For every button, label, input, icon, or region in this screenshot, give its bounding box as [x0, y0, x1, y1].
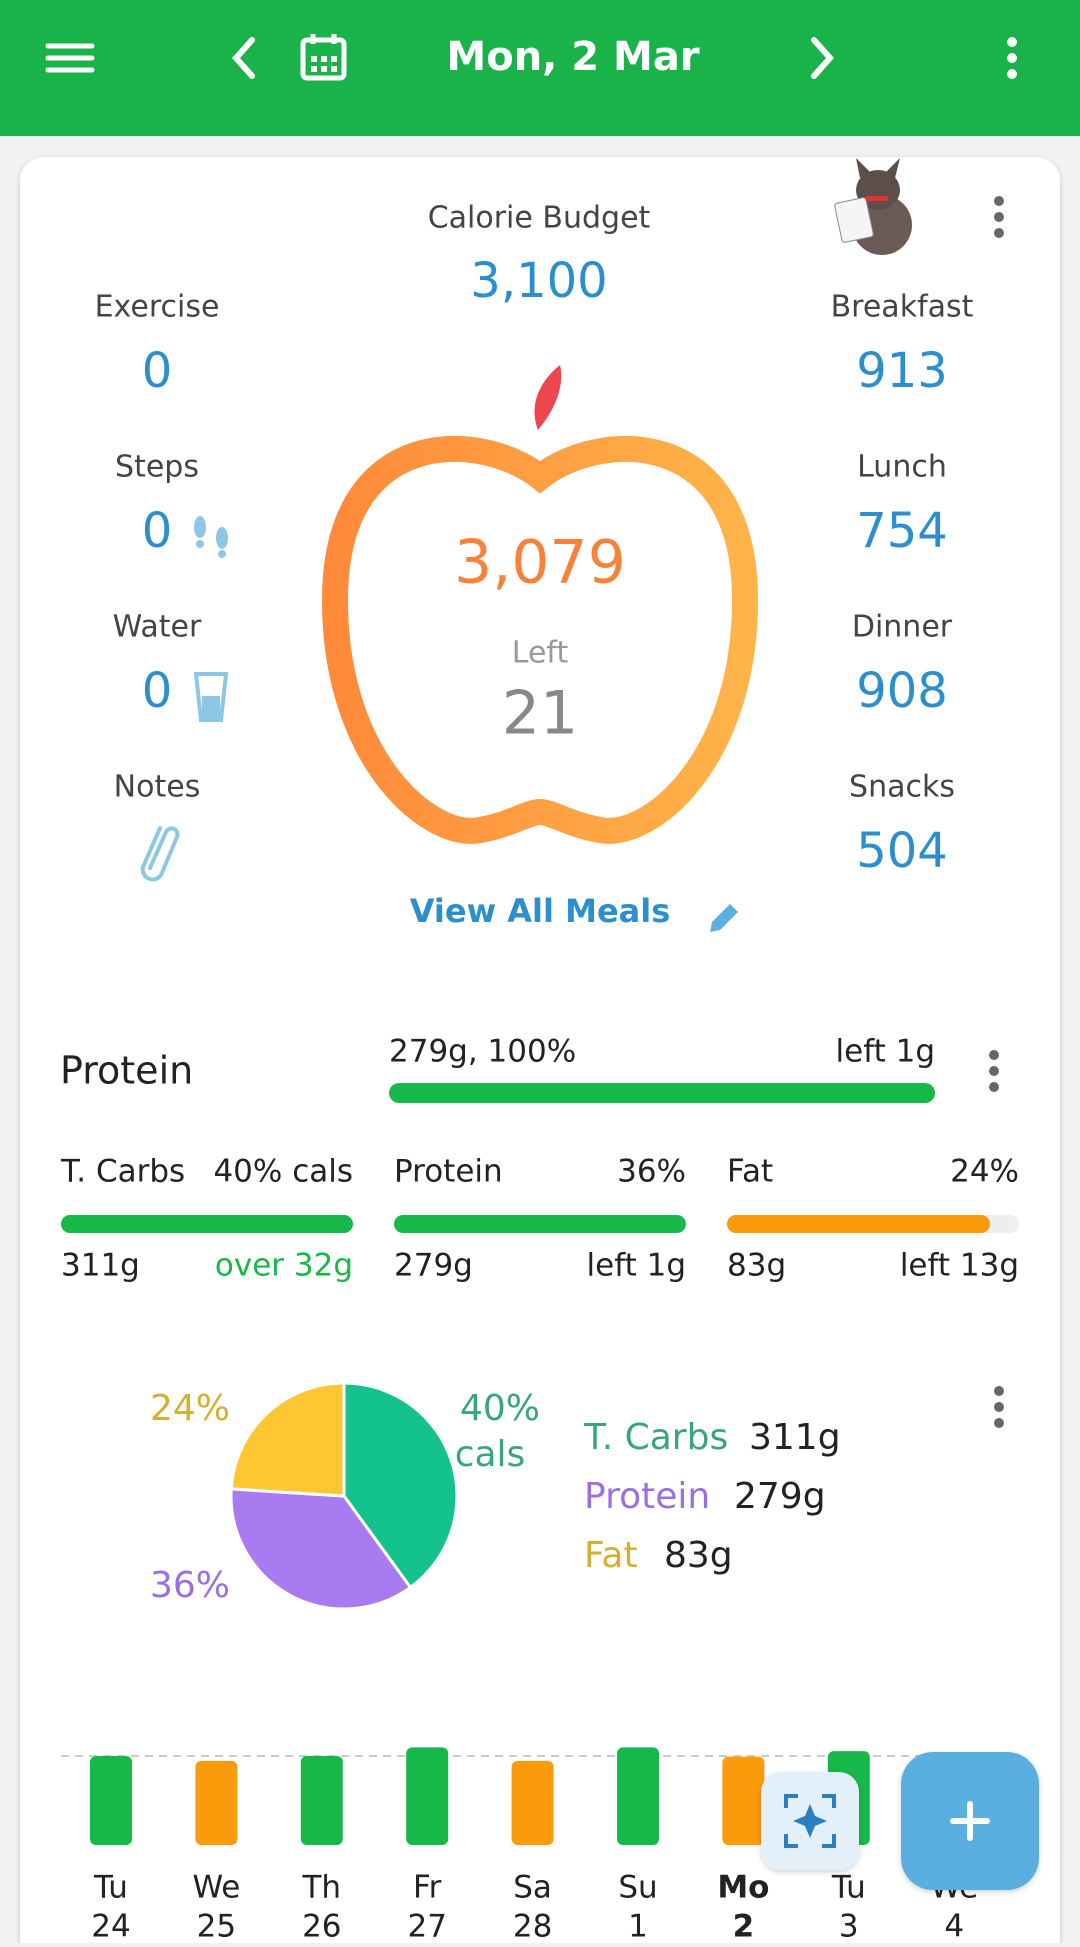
- left-label: Left: [512, 636, 569, 671]
- day-label[interactable]: Mo: [717, 1870, 769, 1906]
- fat-bar: [727, 1215, 990, 1233]
- card-menu[interactable]: [994, 196, 1004, 238]
- pie-menu[interactable]: [994, 1386, 1004, 1428]
- stat-label: Notes: [114, 770, 201, 805]
- pie-slice: [229, 1381, 346, 1498]
- budget-value: 3,100: [470, 253, 607, 309]
- stat-label: Snacks: [849, 770, 955, 805]
- legend-name: T. Carbs: [583, 1417, 728, 1458]
- stat-value: 908: [856, 663, 948, 719]
- stat-value: 0: [142, 343, 173, 399]
- protein-bar: [394, 1215, 686, 1233]
- budget-label: Calorie Budget: [428, 201, 651, 236]
- day-label[interactable]: Fr: [413, 1870, 442, 1906]
- carbs-bar: [61, 1215, 353, 1233]
- pie-label: 40%: [460, 1388, 540, 1429]
- day-bar: [300, 1755, 343, 1845]
- stat-value: 0: [142, 663, 173, 719]
- stat-value: 913: [856, 343, 948, 399]
- goal-menu[interactable]: [989, 1050, 999, 1092]
- day-bar: [617, 1747, 659, 1845]
- app-bar: [0, 0, 1080, 136]
- day-label[interactable]: We: [192, 1870, 240, 1906]
- stat-label: Lunch: [857, 450, 947, 485]
- mascot: [834, 158, 912, 255]
- notes-icon[interactable]: [140, 826, 180, 882]
- overflow-menu[interactable]: [1007, 37, 1017, 79]
- date-label: 24: [91, 1909, 130, 1944]
- macro-amount: 83g: [727, 1248, 786, 1284]
- view-all-meals[interactable]: View All Meals: [410, 892, 671, 930]
- stat-value: 754: [856, 503, 948, 559]
- day-bar: [722, 1756, 765, 1845]
- goal-bar: [389, 1083, 935, 1103]
- legend-name: Protein: [584, 1476, 710, 1517]
- goal-remaining: left 1g: [836, 1034, 935, 1070]
- water-icon[interactable]: [193, 672, 229, 722]
- date-label: 26: [302, 1909, 341, 1944]
- day-bar: [511, 1760, 554, 1845]
- edit-icon[interactable]: [710, 904, 738, 932]
- macro-name: Fat: [727, 1154, 773, 1190]
- stat-label: Dinner: [852, 610, 953, 645]
- day-label[interactable]: Tu: [831, 1870, 866, 1906]
- day-label[interactable]: Th: [302, 1870, 342, 1906]
- macro-share: 36%: [617, 1154, 686, 1190]
- pie-slice: [229, 1487, 413, 1611]
- date-label: 2: [733, 1909, 755, 1944]
- legend-amount: 83g: [664, 1535, 733, 1576]
- stat-label: Exercise: [95, 290, 220, 325]
- stat-value: 504: [856, 823, 948, 879]
- macro-share: 40% cals: [213, 1154, 353, 1190]
- goal-label: Protein: [60, 1049, 193, 1093]
- date-label: 27: [407, 1909, 446, 1944]
- next-day-button[interactable]: [811, 37, 835, 79]
- macro-name: T. Carbs: [60, 1154, 185, 1190]
- stat-label: Breakfast: [831, 290, 974, 325]
- add-icon: [950, 1801, 990, 1841]
- legend-amount: 279g: [734, 1476, 826, 1517]
- pie-label: 36%: [150, 1565, 230, 1606]
- date-label: 1: [628, 1909, 648, 1944]
- legend-name: Fat: [584, 1535, 638, 1576]
- date-label: 25: [197, 1909, 236, 1944]
- stat-label: Water: [113, 610, 202, 645]
- macro-amount: 279g: [394, 1248, 473, 1284]
- scan-icon: [784, 1794, 836, 1848]
- goal-progress: 279g, 100%: [389, 1034, 576, 1070]
- water-fill: [202, 696, 220, 718]
- macro-share: 24%: [950, 1154, 1019, 1190]
- day-label[interactable]: Tu: [93, 1870, 128, 1906]
- day-bar: [406, 1747, 449, 1845]
- date-label: 28: [513, 1909, 552, 1944]
- macro-status: left 1g: [587, 1248, 686, 1284]
- day-label[interactable]: Su: [618, 1870, 657, 1906]
- legend-amount: 311g: [749, 1417, 841, 1458]
- pie-label: 24%: [150, 1388, 230, 1429]
- date-label: 3: [839, 1909, 859, 1944]
- pie-note: cals: [455, 1434, 526, 1475]
- day-bar: [195, 1760, 238, 1845]
- date-label: 4: [944, 1909, 964, 1944]
- day-bar: [90, 1755, 132, 1845]
- day-label[interactable]: Sa: [513, 1870, 552, 1906]
- stat-value: 0: [142, 503, 173, 559]
- macro-status: left 13g: [900, 1248, 1019, 1284]
- calendar-button[interactable]: [300, 34, 347, 81]
- stat-label: Steps: [115, 450, 199, 485]
- menu-button[interactable]: [45, 43, 95, 73]
- eaten-value: 3,079: [454, 528, 626, 598]
- macro-name: Protein: [394, 1154, 503, 1190]
- apple-ring[interactable]: [321, 436, 759, 844]
- pie-slice: [342, 1381, 459, 1590]
- apple-leaf: [534, 365, 562, 430]
- left-value: 21: [502, 679, 578, 749]
- macro-amount: 311g: [61, 1248, 140, 1284]
- date-title[interactable]: Mon, 2 Mar: [446, 34, 699, 80]
- steps-icon: [194, 516, 228, 558]
- prev-day-button[interactable]: [231, 37, 255, 79]
- macro-status: over 32g: [215, 1248, 353, 1284]
